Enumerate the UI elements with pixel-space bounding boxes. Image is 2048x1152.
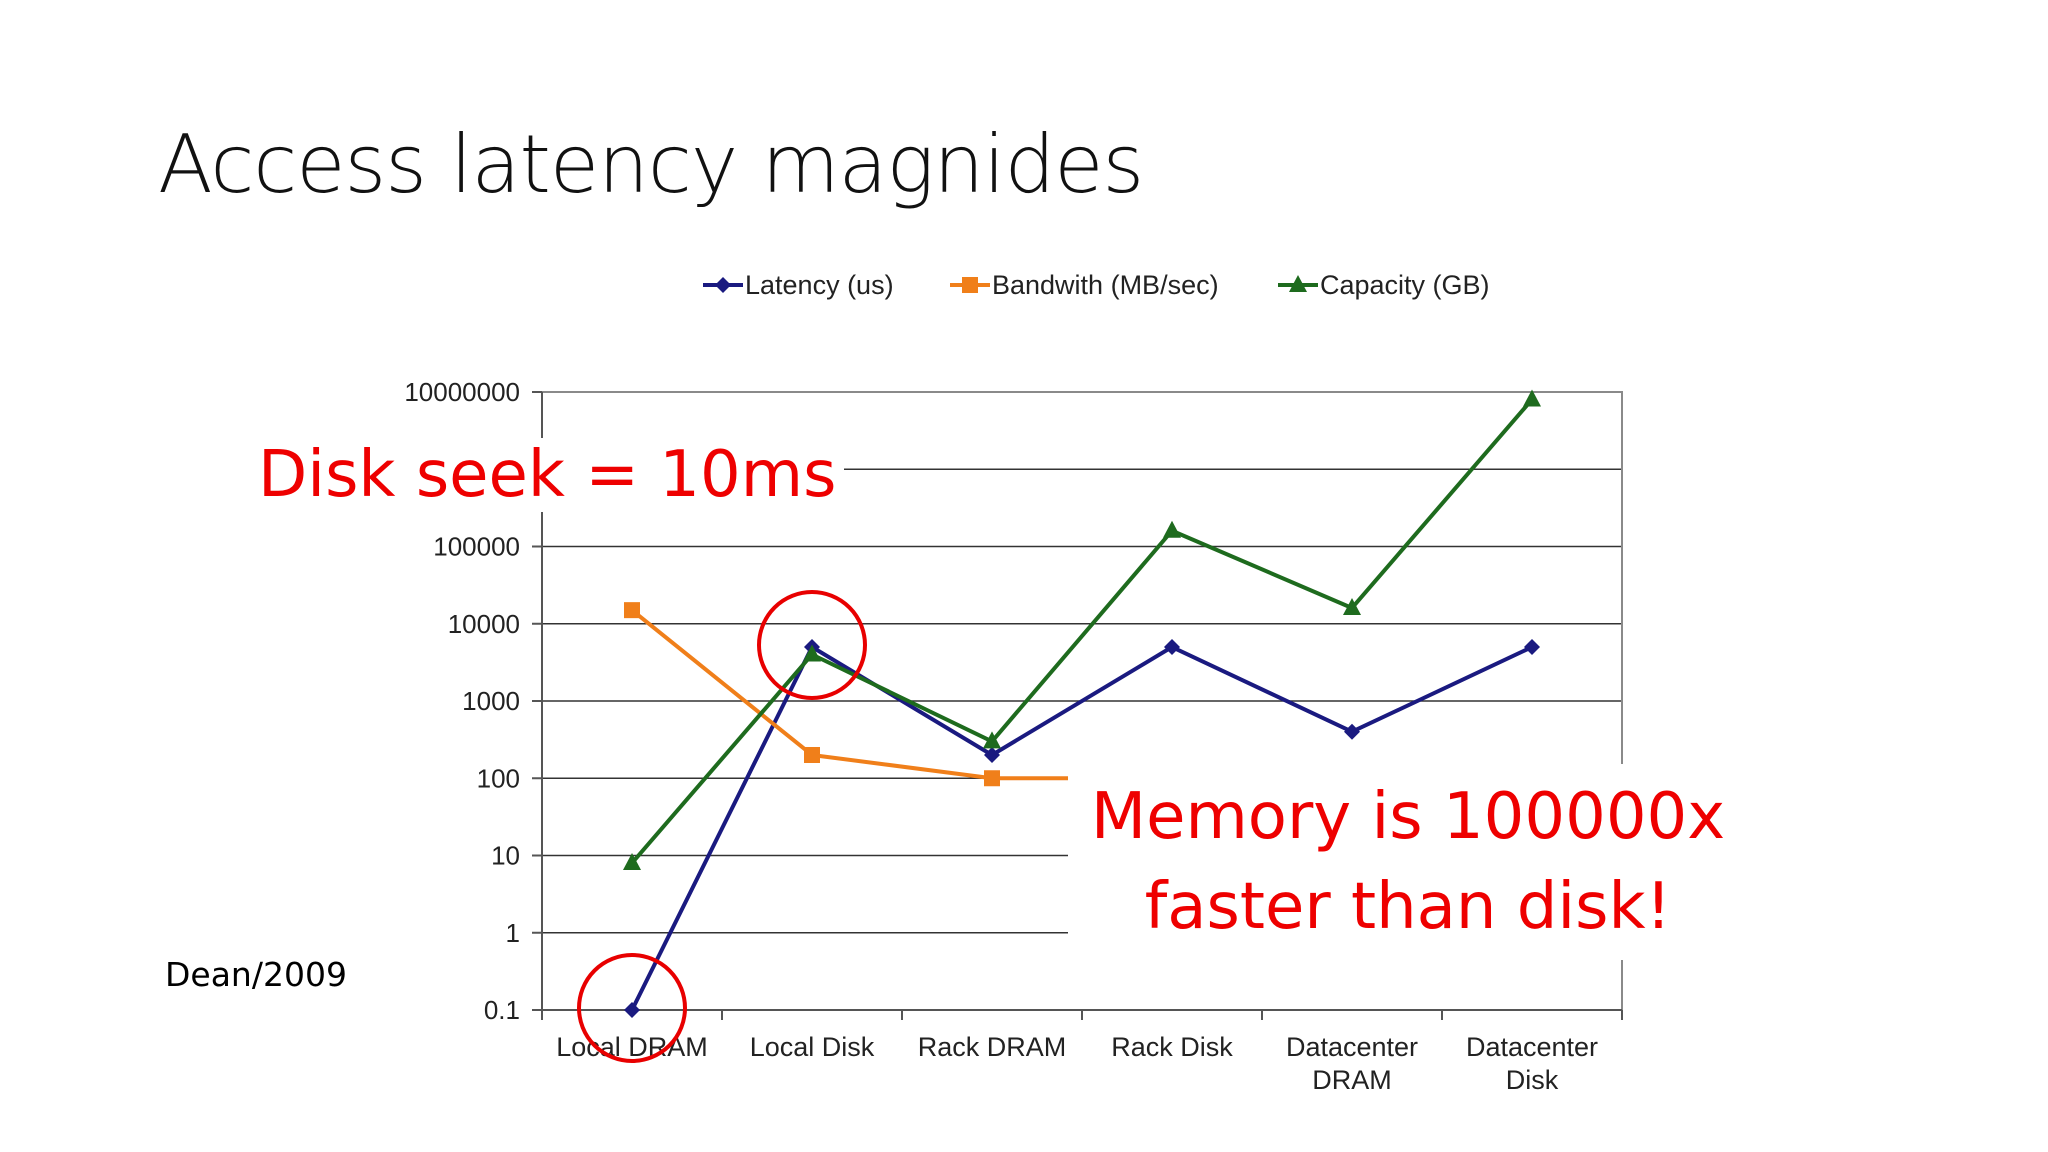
highlight-circle	[577, 953, 687, 1063]
x-tick-label: Rack Disk	[1111, 1032, 1233, 1062]
data-point-triangle	[623, 852, 641, 870]
x-tick-label: Datacenter	[1286, 1032, 1418, 1062]
legend-label: Capacity (GB)	[1320, 270, 1490, 300]
y-tick-label: 1000	[462, 686, 520, 716]
data-point-diamond	[624, 1002, 640, 1018]
citation: Dean/2009	[165, 955, 347, 994]
legend-label: Bandwith (MB/sec)	[992, 270, 1219, 300]
memory-annotation-line-2: faster than disk!	[1144, 870, 1672, 944]
data-point-triangle	[803, 644, 821, 662]
chart-legend: Latency (us) Bandwith (MB/sec) Capacity (G…	[703, 270, 1490, 300]
memory-speed-annotation: Memory is 100000x faster than disk!	[1068, 764, 1748, 960]
disk-seek-annotation: Disk seek = 10ms	[258, 438, 845, 512]
y-tick-label: 10000	[448, 609, 520, 639]
series-line	[630, 645, 1533, 1011]
data-point-square	[984, 770, 1000, 787]
y-tick-label: 100000	[433, 532, 520, 562]
legend-item: Bandwith (MB/sec)	[950, 270, 1219, 300]
data-point-diamond	[715, 277, 731, 293]
data-point-triangle	[1289, 275, 1307, 292]
x-tick-label: DRAM	[1312, 1065, 1392, 1095]
highlight-circle	[757, 590, 867, 701]
y-tick-label: 0.1	[484, 995, 520, 1025]
y-tick-label: 10	[491, 841, 520, 871]
data-point-triangle	[1523, 389, 1541, 407]
data-point-square	[804, 746, 820, 763]
data-point-square	[624, 602, 640, 619]
slide-title: Access latency magnides	[158, 118, 1144, 211]
data-point-triangle	[1163, 520, 1181, 538]
legend-item: Latency (us)	[703, 270, 894, 300]
x-tick-label: Local Disk	[750, 1032, 875, 1062]
y-tick-label: 1	[506, 918, 520, 948]
x-tick-label: Datacenter	[1466, 1032, 1598, 1062]
legend-label: Latency (us)	[745, 270, 894, 300]
y-tick-label: 100	[477, 763, 520, 793]
y-tick-label: 10000000	[404, 377, 520, 407]
x-tick-label: Local DRAM	[556, 1032, 708, 1062]
x-tick-label: Disk	[1506, 1065, 1559, 1095]
data-point-diamond	[1524, 639, 1540, 656]
highlight-circles	[577, 590, 867, 1063]
data-point-diamond	[984, 746, 1000, 763]
data-point-diamond	[1164, 639, 1180, 656]
data-point-square	[962, 277, 978, 293]
x-tick-label: Rack DRAM	[918, 1032, 1067, 1062]
data-point-triangle	[1343, 597, 1361, 615]
legend-item: Capacity (GB)	[1278, 270, 1490, 300]
data-point-triangle	[983, 731, 1001, 749]
data-point-diamond	[1344, 723, 1360, 740]
series-diamond	[624, 639, 1540, 1018]
memory-annotation-line-1: Memory is 100000x	[1090, 780, 1726, 854]
